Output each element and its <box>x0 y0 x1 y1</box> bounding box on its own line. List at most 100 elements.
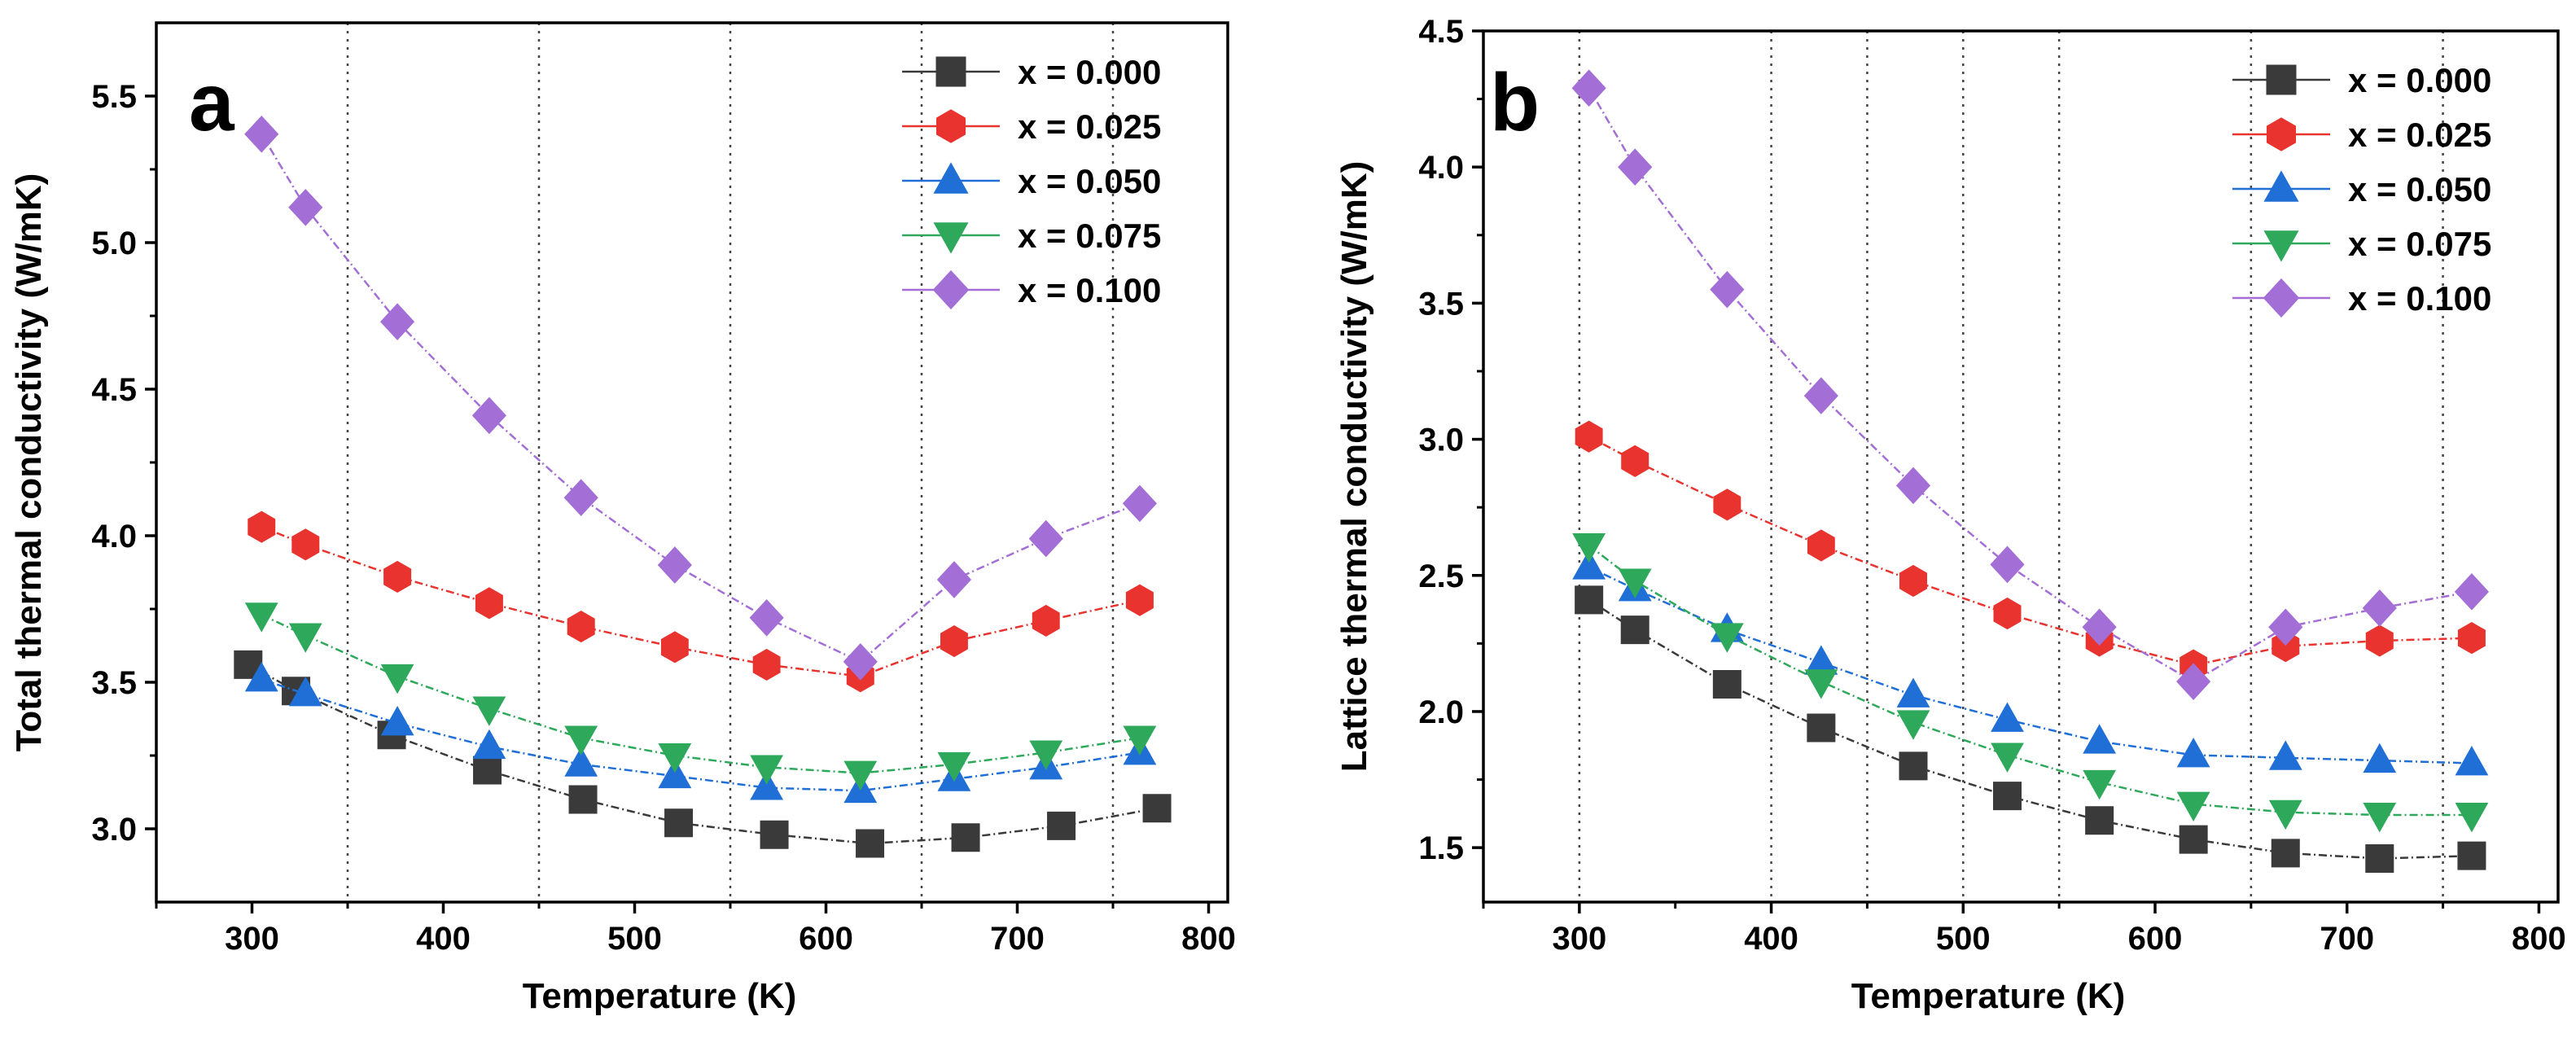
x-tick-label: 800 <box>2512 921 2566 957</box>
data-point <box>1618 148 1653 186</box>
data-point <box>1122 484 1157 523</box>
data-point <box>856 829 885 858</box>
x-tick-label: 600 <box>2128 921 2183 957</box>
data-point <box>567 611 595 643</box>
data-point <box>2457 622 2486 655</box>
data-point <box>1991 743 2024 773</box>
data-point <box>657 546 692 584</box>
data-point <box>940 625 968 658</box>
data-point <box>1899 751 1928 781</box>
data-point <box>2176 738 2210 768</box>
y-axis-title: Lattice thermal conductivity (W/mK) <box>1334 161 1374 773</box>
legend-label: x = 0.025 <box>2348 116 2491 154</box>
x-axis-title: Temperature (K) <box>1851 976 2126 1016</box>
series-line <box>261 134 1141 664</box>
x-tick-label: 500 <box>607 921 662 957</box>
data-point <box>472 696 506 726</box>
plot-frame <box>155 21 1229 904</box>
data-point <box>2362 589 2397 627</box>
series-square <box>234 650 1172 858</box>
series-line <box>1588 436 2472 667</box>
data-point <box>2083 769 2117 800</box>
legend-label: x = 0.000 <box>2348 61 2491 99</box>
data-point <box>475 587 503 620</box>
data-point <box>2176 663 2211 700</box>
series-line <box>248 664 1158 845</box>
data-point <box>380 303 415 341</box>
data-point <box>1991 702 2024 732</box>
data-point <box>2271 839 2300 868</box>
legend-marker <box>2263 278 2300 318</box>
data-point <box>244 115 279 153</box>
data-point <box>1807 529 1835 562</box>
data-point <box>2268 740 2302 770</box>
data-point <box>1896 710 1930 740</box>
data-point <box>383 560 412 593</box>
x-tick-label: 500 <box>1936 921 1991 957</box>
y-tick-label: 5.5 <box>91 79 137 115</box>
x-tick-label: 300 <box>1552 921 1606 957</box>
panel-b-chart: 300 400 500 600 700 800 1.5 2.0 2.5 3.0 3.5 4.0 4.5 T… <box>1334 14 2566 1016</box>
series-line <box>261 614 1141 774</box>
data-point <box>750 770 784 800</box>
x-tick-label: 700 <box>2320 921 2374 957</box>
legend: x = 0.000 x = 0.025 x = 0.050 x = 0.075 x = … <box>2232 61 2491 318</box>
data-point <box>2363 743 2397 773</box>
y-tick-label: 4.5 <box>91 372 137 408</box>
data-point <box>1993 782 2022 811</box>
x-tick-label: 400 <box>1744 921 1798 957</box>
data-point <box>1123 725 1157 756</box>
panel-letter: a <box>189 57 235 148</box>
x-tick-label: 300 <box>225 921 279 957</box>
x-tick-label: 600 <box>799 921 853 957</box>
data-point <box>1990 545 2025 584</box>
data-point <box>760 820 789 849</box>
data-point <box>288 188 323 226</box>
data-point <box>951 823 980 852</box>
y-tick-label: 1.5 <box>1418 830 1464 866</box>
data-point <box>2365 624 2394 657</box>
data-point <box>244 661 278 692</box>
data-point <box>2083 724 2117 754</box>
series-triangle-down <box>244 602 1157 791</box>
legend-marker <box>933 162 969 194</box>
data-point <box>660 631 689 664</box>
x-tick-label: 700 <box>990 921 1045 957</box>
series-triangle-down <box>1572 533 2489 833</box>
y-tick-label: 2.5 <box>1418 559 1464 594</box>
data-point <box>291 528 320 561</box>
data-point <box>664 808 694 838</box>
legend-marker <box>2266 64 2297 95</box>
legend-label: x = 0.025 <box>1018 107 1161 146</box>
data-point <box>2363 803 2397 833</box>
data-point <box>1572 550 1606 580</box>
y-axis-title: Total thermal conductivity (W/mK) <box>9 173 49 752</box>
series-square <box>1575 585 2486 873</box>
series-triangle-up <box>1572 550 2489 776</box>
y-tick-label: 3.0 <box>1418 423 1464 458</box>
data-point <box>380 664 414 694</box>
y-tick-label: 4.5 <box>1418 14 1464 50</box>
data-point <box>248 510 276 543</box>
data-point <box>2268 799 2302 830</box>
data-point <box>1029 740 1063 770</box>
legend-label: x = 0.050 <box>2348 170 2491 208</box>
data-point <box>2365 844 2394 873</box>
series-line <box>261 526 1141 678</box>
data-point <box>244 602 278 633</box>
y-tick-label: 3.5 <box>91 665 137 701</box>
plot-frame <box>1482 29 2560 904</box>
series-diamond <box>1571 69 2490 700</box>
data-point <box>1618 568 1652 598</box>
data-point <box>658 758 692 789</box>
data-point <box>843 760 878 791</box>
data-point <box>2457 841 2486 870</box>
legend-marker <box>2263 230 2299 262</box>
legend-marker <box>932 269 970 310</box>
data-point <box>1712 670 1741 699</box>
data-point <box>749 598 784 637</box>
data-point <box>2085 806 2114 835</box>
data-point <box>1899 564 1927 598</box>
series-line <box>1588 566 2472 764</box>
data-point <box>1896 677 1930 707</box>
